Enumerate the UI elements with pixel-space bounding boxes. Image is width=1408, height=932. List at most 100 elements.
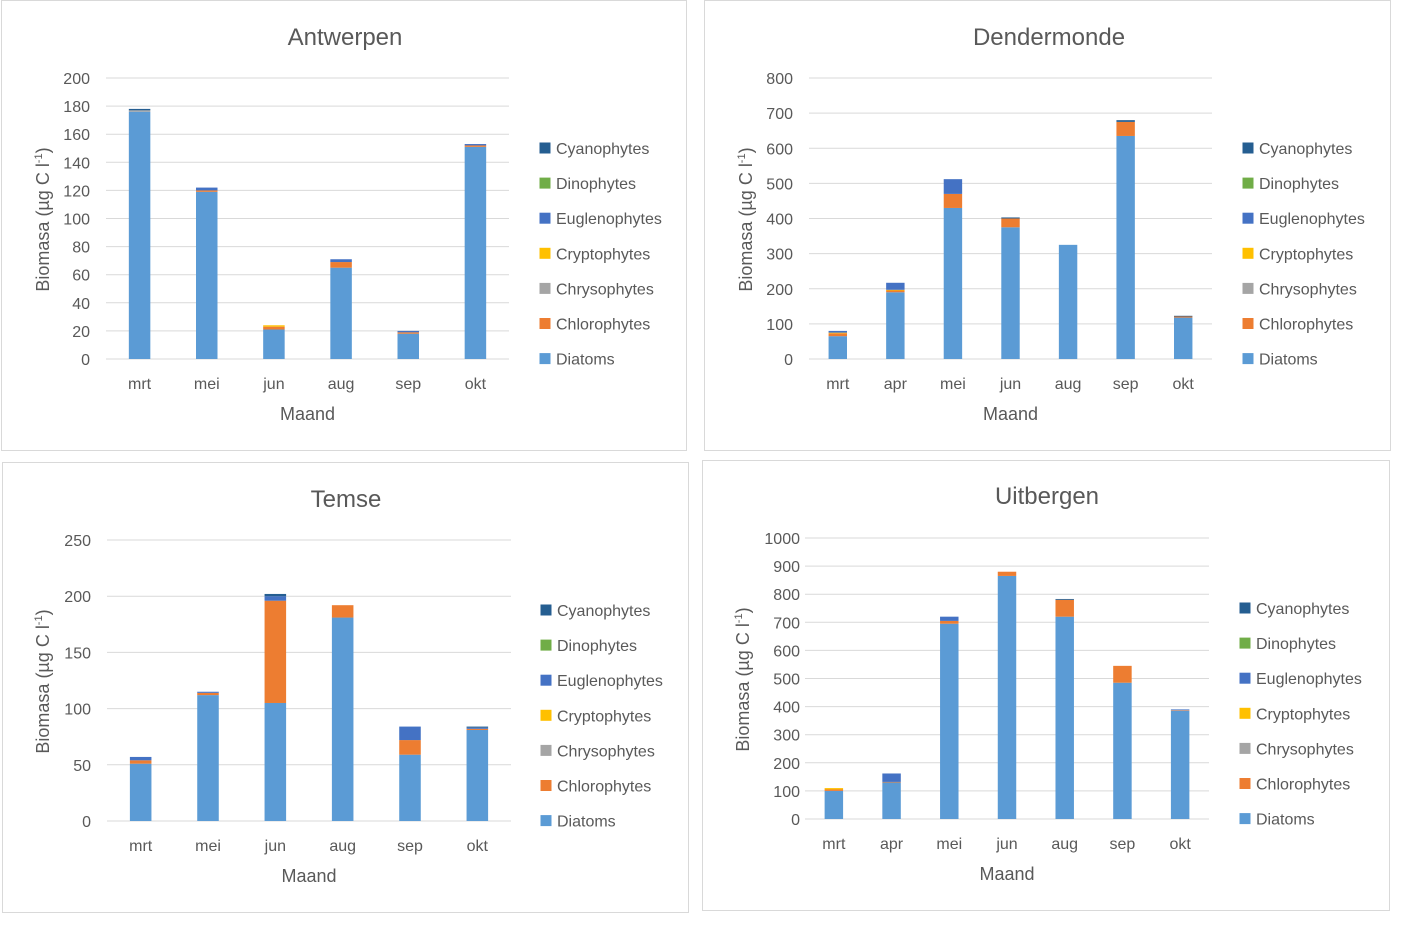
legend-swatch xyxy=(539,212,551,224)
bar-segment-euglenophytes xyxy=(882,773,901,782)
legend-swatch xyxy=(1239,742,1251,754)
y-tick-label: 80 xyxy=(72,240,90,257)
legend-label: Euglenophytes xyxy=(1256,671,1362,688)
chart-title: Antwerpen xyxy=(288,24,403,51)
x-tick-label: mei xyxy=(940,376,966,393)
y-tick-label: 500 xyxy=(773,672,800,689)
y-tick-label: 200 xyxy=(766,282,793,299)
bar-segment-chlorophytes xyxy=(466,728,489,730)
bar-segment-cyanophytes xyxy=(1116,120,1135,122)
y-tick-label: 100 xyxy=(773,784,800,801)
y-axis-label: Biomasa (µg C l-1) xyxy=(733,607,753,751)
bar-segment-diatoms xyxy=(886,292,905,359)
y-tick-label: 200 xyxy=(773,756,800,773)
y-tick-label: 0 xyxy=(784,352,793,369)
bar-segment-diatoms xyxy=(828,336,847,359)
bar-segment-euglenophytes xyxy=(397,330,419,333)
legend-swatch xyxy=(540,639,552,651)
y-tick-label: 250 xyxy=(64,533,91,550)
bar-segment-diatoms xyxy=(1116,135,1135,359)
legend-swatch xyxy=(1242,212,1254,224)
x-tick-label: mei xyxy=(936,836,962,853)
bar-segment-diatoms xyxy=(997,575,1017,819)
bar-segment-chlorophytes xyxy=(397,332,419,334)
chart-panel-temse: Temse 0 50 100 150 200 250 Biomasa (µg C l-1) mr… xyxy=(2,462,689,913)
legend-swatch xyxy=(540,780,552,791)
legend-swatch xyxy=(1239,778,1251,789)
x-tick-label: jun xyxy=(995,836,1017,853)
bar-segment-euglenophytes xyxy=(466,727,489,729)
bar-segment-diatoms xyxy=(397,333,419,359)
bar-segment-chlorophytes xyxy=(197,692,219,696)
y-tick-label: 400 xyxy=(773,700,800,717)
bar-segment-chlorophytes xyxy=(129,760,152,764)
bar-segment-diatoms xyxy=(1001,227,1020,359)
legend-label: Dinophytes xyxy=(556,176,636,193)
bar-segment-diatoms xyxy=(196,191,218,359)
legend-swatch xyxy=(1239,813,1251,825)
bar-segment-diatoms xyxy=(264,702,287,821)
chart-svg: Temse 0 50 100 150 200 250 Biomasa (µg C l-1) mr… xyxy=(33,486,663,886)
x-tick-label: jun xyxy=(262,376,284,393)
bar-segment-diatoms xyxy=(943,207,963,359)
bar-segment-chlorophytes xyxy=(943,193,963,208)
y-tick-label: 700 xyxy=(766,106,793,123)
bar-segment-diatoms xyxy=(1174,317,1193,359)
legend-label: Cyanophytes xyxy=(556,141,649,158)
legend-swatch xyxy=(1239,637,1251,649)
bar-segment-chlorophytes xyxy=(886,290,905,293)
x-tick-label: okt xyxy=(467,838,489,855)
legend-label: Diatoms xyxy=(1256,812,1315,829)
bar-segment-diatoms xyxy=(197,695,219,821)
chart-title: Temse xyxy=(311,486,382,513)
legend-swatch xyxy=(539,353,551,365)
y-tick-label: 200 xyxy=(64,589,91,606)
bar-segment-diatoms xyxy=(1170,710,1190,819)
bar-segment-diatoms xyxy=(1058,244,1078,359)
bar-segment-cyanophytes xyxy=(128,108,151,111)
y-tick-label: 500 xyxy=(766,176,793,193)
x-tick-label: apr xyxy=(884,376,908,393)
y-tick-label: 600 xyxy=(773,643,800,660)
bar-segment-cyanophytes xyxy=(264,593,287,597)
legend-label: Dinophytes xyxy=(1259,176,1339,193)
bar-segment-euglenophytes xyxy=(1170,709,1190,711)
y-tick-label: 800 xyxy=(766,71,793,88)
x-tick-label: mrt xyxy=(128,376,152,393)
x-tick-label: mei xyxy=(194,376,220,393)
x-tick-label: aug xyxy=(1055,376,1082,393)
bar-segment-chlorophytes xyxy=(196,190,218,192)
chart-svg: Antwerpen 0 20 40 60 80 100 120 140 160 180 200 Biom… xyxy=(33,24,662,424)
bar-segment-cyanophytes xyxy=(466,726,489,728)
legend-swatch xyxy=(1242,318,1254,329)
bar-segment-chlorophytes xyxy=(264,600,287,703)
bar-segment-cryptophytes xyxy=(263,325,285,327)
y-tick-label: 120 xyxy=(63,183,90,200)
y-axis-label: Biomasa (µg C l-1) xyxy=(33,147,53,291)
y-tick-label: 1000 xyxy=(764,531,800,548)
y-tick-label: 0 xyxy=(791,812,800,829)
bar-segment-cryptophytes xyxy=(824,788,844,790)
x-tick-label: mrt xyxy=(826,376,850,393)
y-tick-label: 0 xyxy=(81,352,90,369)
bar-segment-chlorophytes xyxy=(882,781,901,783)
chart-svg: Dendermonde 0 100 200 300 400 500 600 700 800 Biom… xyxy=(736,24,1365,424)
bar-segment-diatoms xyxy=(1055,616,1074,819)
legend-label: Chrysophytes xyxy=(557,743,655,760)
x-tick-label: aug xyxy=(329,838,356,855)
chart-panel-dendermonde: Dendermonde 0 100 200 300 400 500 600 700 800 Biom… xyxy=(704,0,1391,451)
legend-swatch xyxy=(539,177,551,189)
x-axis-label: Maand xyxy=(983,404,1038,424)
legend-label: Chrysophytes xyxy=(556,281,654,298)
bar-segment-cyanophytes xyxy=(1174,315,1193,317)
y-tick-label: 0 xyxy=(82,814,91,831)
bar-segment-euglenophytes xyxy=(264,596,287,601)
x-tick-label: apr xyxy=(880,836,904,853)
bar-segment-euglenophytes xyxy=(330,259,352,263)
bar-segment-cyanophytes xyxy=(1055,598,1074,600)
bar-segment-chrysophytes xyxy=(128,110,151,112)
legend-swatch xyxy=(1242,142,1254,154)
legend-label: Dinophytes xyxy=(557,638,637,655)
legend-label: Diatoms xyxy=(1259,352,1318,369)
y-axis-label: Biomasa (µg C l-1) xyxy=(33,609,53,753)
